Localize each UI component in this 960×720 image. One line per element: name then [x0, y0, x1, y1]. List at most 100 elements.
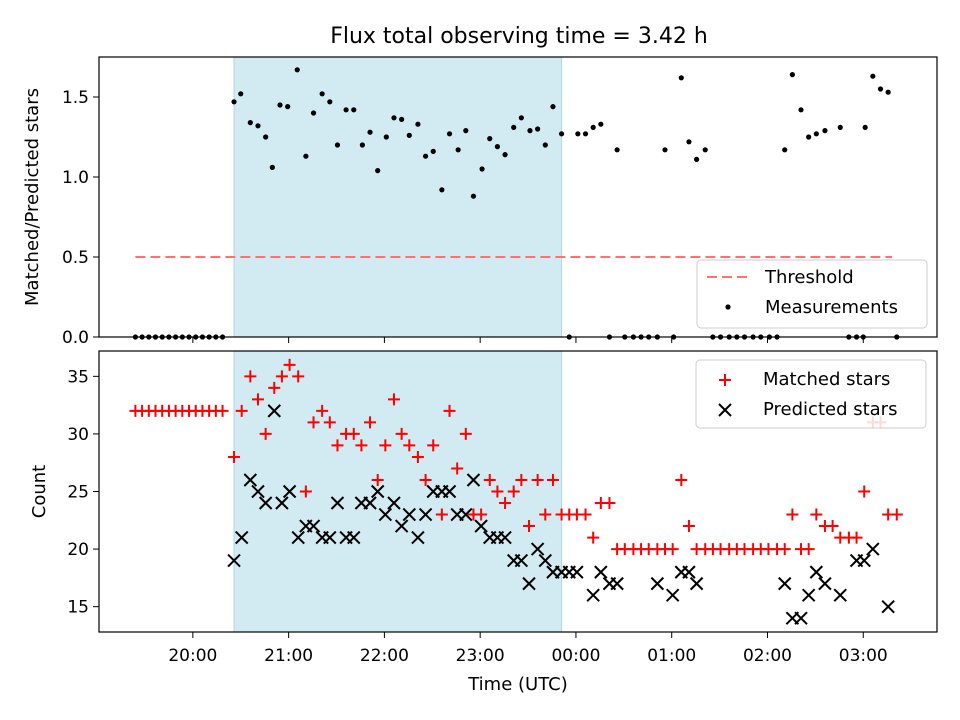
measurement-point	[487, 136, 493, 142]
predicted-star-point	[594, 565, 608, 579]
matched-star-point	[579, 508, 592, 521]
predicted-star-point	[778, 576, 792, 591]
predicted-star-point	[586, 588, 600, 602]
bottom-legend-box	[695, 359, 927, 429]
matched-star-point	[427, 439, 440, 452]
measurement-point	[782, 147, 788, 153]
matched-star-point	[539, 508, 552, 521]
predicted-star-point	[227, 553, 241, 568]
measurement-point	[678, 75, 684, 81]
measurement-point	[598, 121, 604, 127]
measurement-point	[550, 104, 556, 110]
predicted-star-point	[402, 507, 417, 522]
measurement-point	[343, 107, 349, 113]
bottom-axes-frame	[98, 350, 938, 633]
measurement-point	[511, 124, 517, 130]
matched-star-point	[675, 473, 688, 486]
measurement-point	[439, 187, 445, 193]
measurement-point	[527, 128, 533, 134]
predicted-star-point	[291, 530, 305, 545]
predicted-star-point	[275, 496, 289, 510]
matched-star-point	[587, 531, 600, 544]
measurement-point	[822, 128, 828, 134]
matched-star-point	[275, 370, 288, 383]
predicted-star-point	[459, 507, 473, 522]
matched-star-point	[355, 439, 368, 452]
measurement-point	[247, 120, 253, 126]
predicted-star-point	[665, 588, 680, 602]
matched-star-point	[387, 393, 400, 406]
measurement-point	[310, 110, 317, 116]
measurement-point	[798, 107, 804, 113]
measurement-point	[334, 142, 341, 148]
predicted-star-point	[610, 576, 624, 591]
measurement-point	[238, 91, 244, 97]
measurement-point	[470, 193, 477, 199]
matched-star-point	[826, 520, 839, 533]
chart-title: Flux total observing time = 3.42 h	[330, 24, 708, 49]
legend-measurements-swatch	[725, 304, 731, 310]
measurement-point	[391, 115, 397, 121]
measurement-point	[294, 67, 300, 73]
measurement-point	[870, 73, 876, 79]
measurement-point	[351, 107, 357, 113]
matched-star-point	[292, 370, 305, 383]
matched-star-point	[890, 508, 903, 521]
measurement-point	[255, 123, 261, 129]
top-y-tick-label: 1.5	[62, 88, 89, 108]
top-y-tick-label: 0.5	[62, 248, 89, 268]
legend-measurements-label: Measurements	[765, 297, 898, 318]
matched-star-point	[810, 508, 823, 521]
measurement-point	[422, 153, 429, 159]
matched-star-point	[403, 439, 416, 452]
predicted-star-point	[466, 473, 481, 487]
predicted-star-point	[243, 473, 258, 487]
measurement-point	[494, 144, 501, 150]
matched-star-point	[858, 485, 871, 498]
predicted-star-point	[794, 611, 808, 625]
matched-star-point	[443, 404, 456, 417]
bottom-x-tick-label: 20:00	[168, 646, 217, 666]
measurement-point	[518, 115, 524, 121]
measurement-point	[231, 99, 237, 105]
top-y-axis-label: Matched/Predicted stars	[22, 88, 43, 306]
legend-predicted-swatch	[718, 403, 732, 417]
bottom-x-tick-label: 01:00	[647, 646, 696, 666]
measurement-point	[319, 91, 325, 97]
measurement-point	[862, 124, 868, 130]
bottom-x-tick-label: 02:00	[743, 646, 792, 666]
bottom-y-tick-label: 30	[67, 425, 89, 445]
measurement-point	[269, 164, 275, 170]
measurement-point	[399, 116, 405, 122]
measurement-point	[277, 102, 283, 108]
measurement-point	[558, 131, 565, 137]
measurement-point	[367, 129, 373, 135]
measurement-point	[430, 148, 436, 154]
measurement-point	[590, 124, 596, 130]
matched-star-point	[435, 508, 448, 521]
predicted-star-point	[234, 530, 249, 545]
matched-star-point	[682, 520, 695, 533]
measurement-point	[542, 142, 548, 148]
matched-star-point	[259, 427, 272, 440]
matched-star-point	[364, 416, 377, 429]
top-y-ticks: 0.0 0.5 1.0 1.5	[62, 88, 99, 348]
predicted-star-point	[258, 496, 273, 510]
matched-star-point	[475, 508, 488, 521]
matched-star-point	[419, 473, 432, 486]
matched-star-point	[786, 508, 799, 521]
predicted-star-point	[323, 530, 337, 545]
top-legend: Threshold Measurements	[696, 259, 928, 329]
matched-star-point	[507, 485, 520, 498]
predicted-star-point	[474, 519, 488, 533]
matched-star-point	[216, 404, 229, 417]
matched-star-point	[283, 358, 296, 371]
predicted-star-point	[514, 553, 529, 568]
matched-star-point	[323, 416, 336, 429]
predicted-star-point	[378, 507, 393, 522]
matched-star-point	[316, 404, 329, 417]
predicted-star-point	[570, 565, 584, 579]
matched-star-point	[491, 485, 504, 498]
bottom-y-tick-label: 25	[67, 483, 89, 503]
x-axis-label: Time (UTC)	[467, 674, 568, 695]
